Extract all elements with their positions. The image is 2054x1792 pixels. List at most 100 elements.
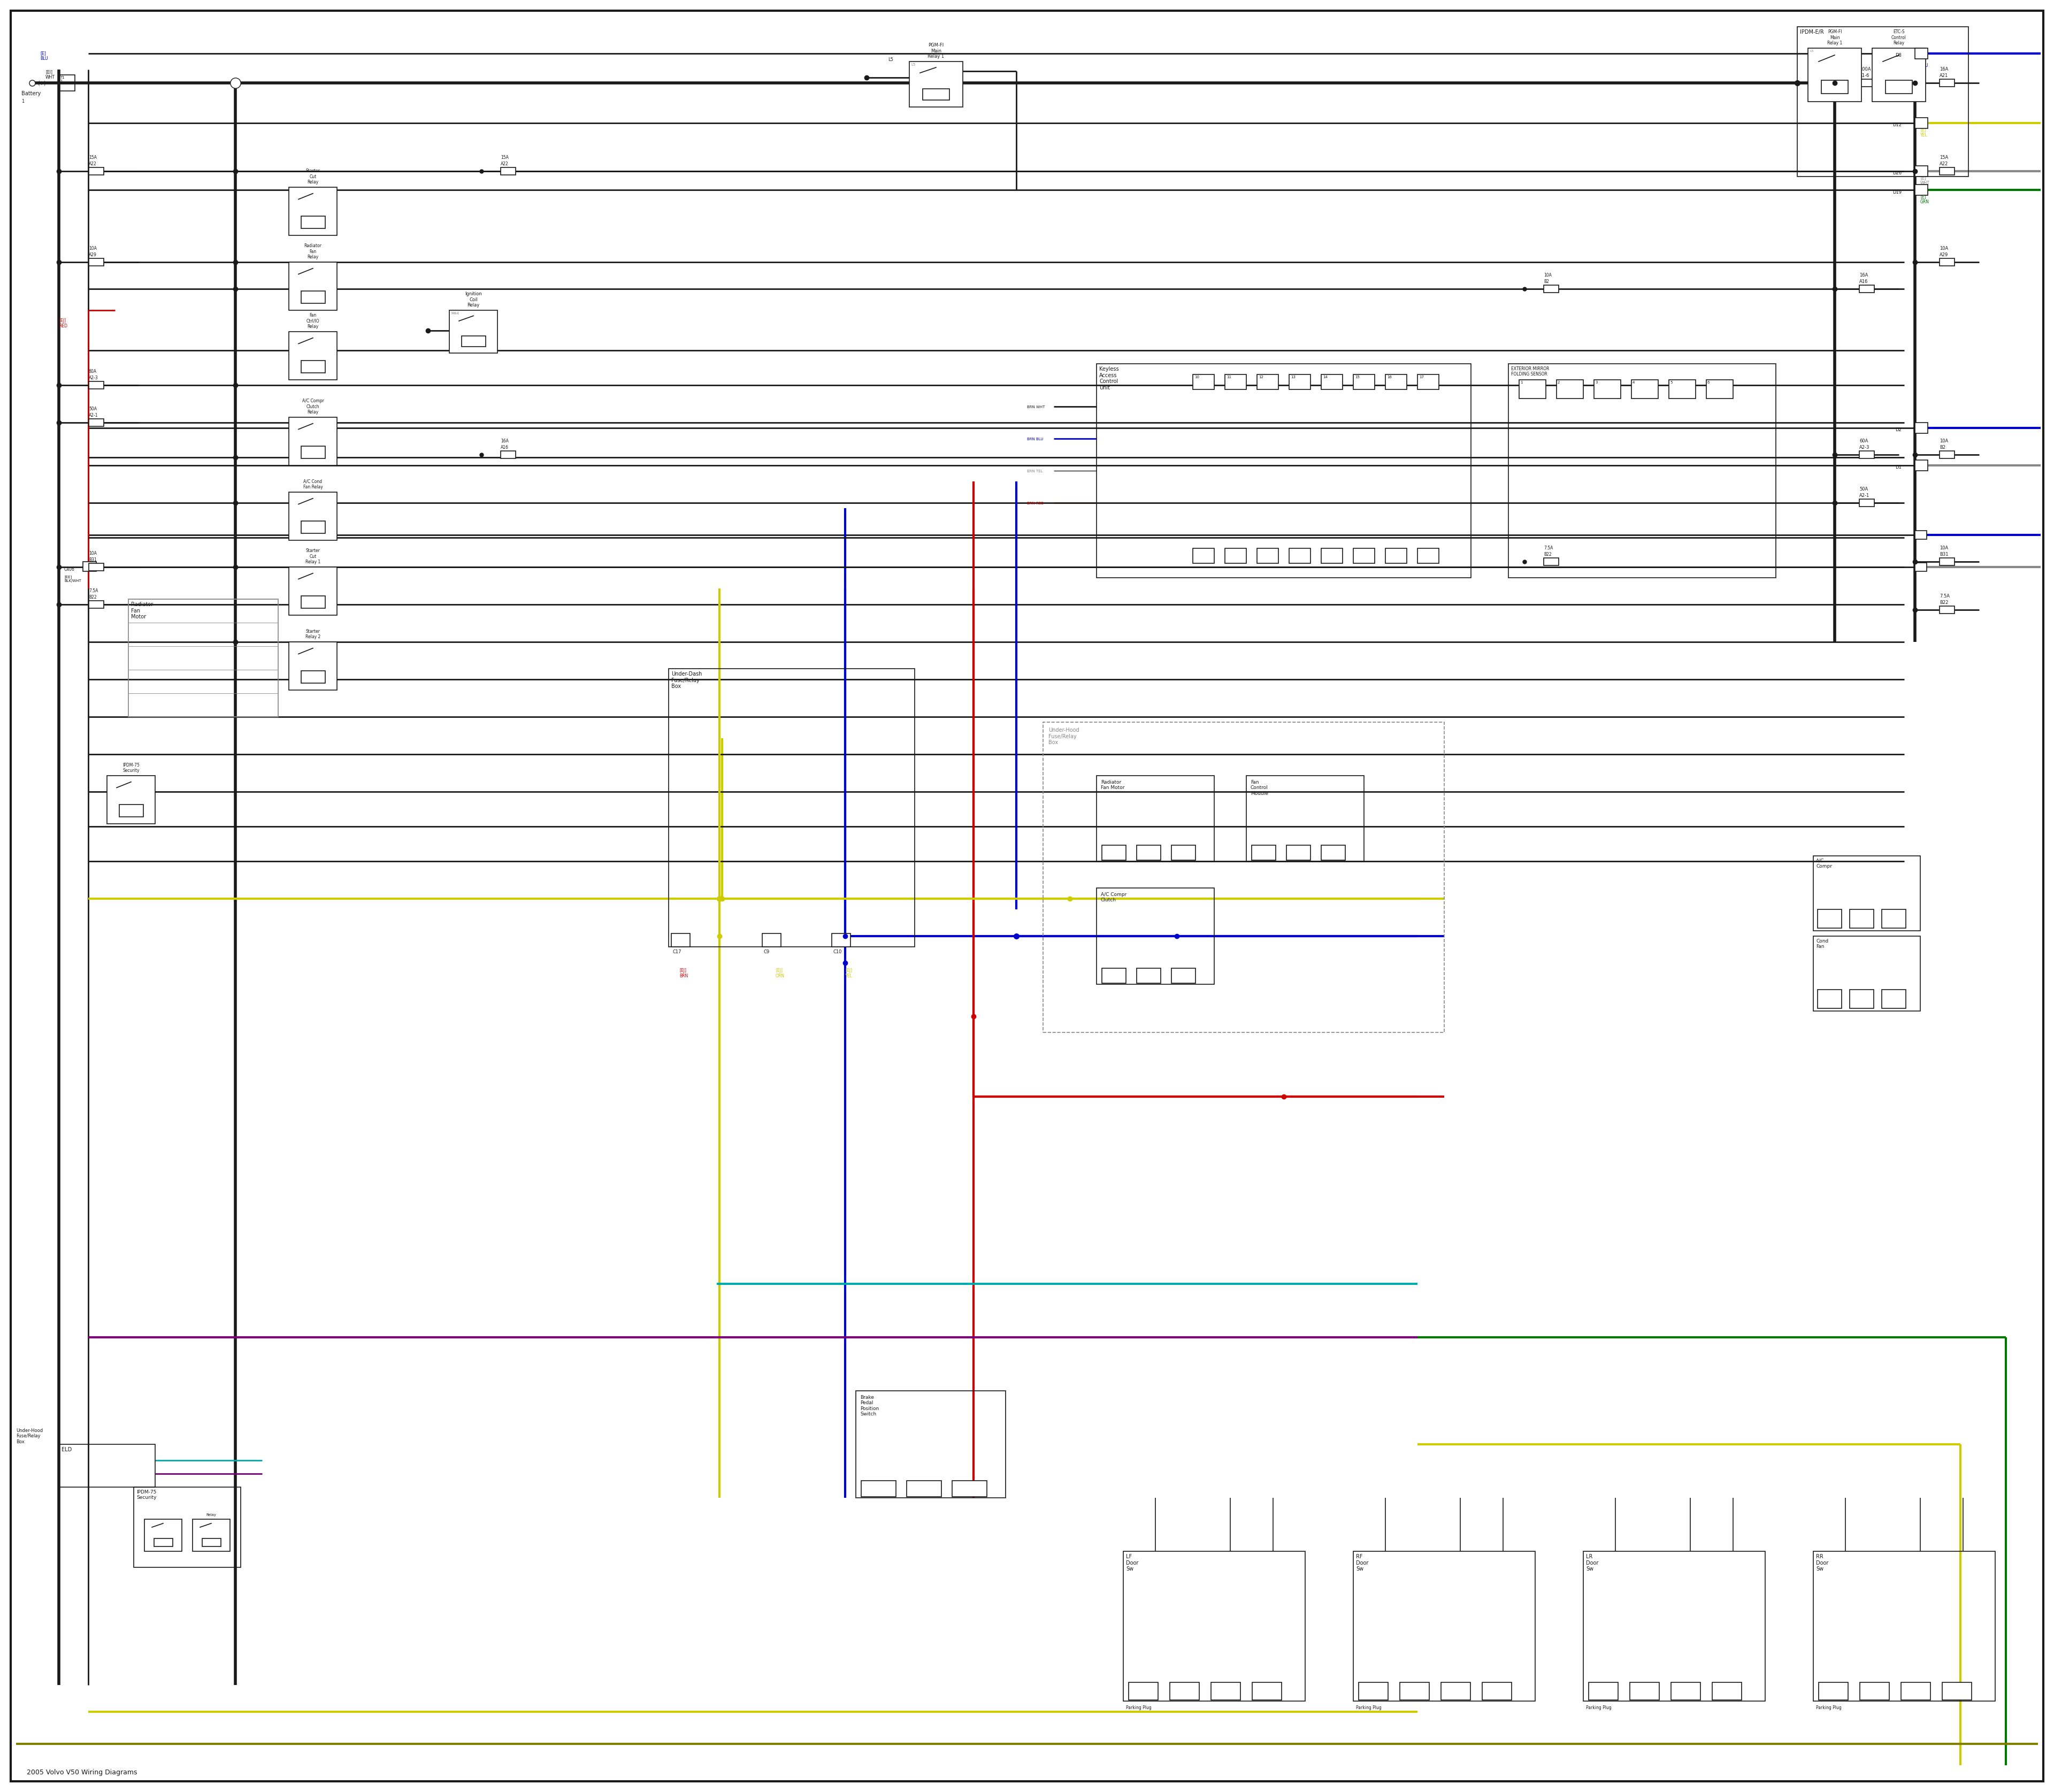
Bar (1914, 186, 1927, 194)
Bar (1193, 375, 1214, 389)
Text: C17: C17 (672, 950, 682, 955)
Text: 2: 2 (1557, 382, 1559, 383)
Text: A22: A22 (501, 161, 509, 167)
Bar (501, 167, 516, 176)
Text: 15A: 15A (1939, 156, 1949, 159)
Bar (1914, 461, 1929, 471)
Bar (1914, 530, 1927, 539)
Text: Starter
Cut
Relay 1: Starter Cut Relay 1 (306, 548, 320, 564)
Bar (144, 1520, 183, 1552)
Bar (1257, 548, 1278, 563)
Text: 10A: 10A (88, 550, 97, 556)
Bar (910, 61, 963, 108)
Bar (1914, 185, 1929, 195)
Bar (1914, 48, 1929, 59)
Bar (922, 90, 949, 100)
Text: B31: B31 (88, 557, 97, 563)
Bar (1354, 1552, 1534, 1701)
Bar (1545, 285, 1559, 292)
Bar (1914, 461, 1927, 470)
Bar (462, 335, 485, 346)
Text: D19: D19 (1892, 190, 1902, 195)
Text: 10A: 10A (1939, 439, 1949, 443)
Bar (1881, 989, 1906, 1009)
Bar (127, 599, 277, 717)
Bar (1939, 557, 1955, 566)
Bar (290, 566, 337, 615)
Bar (1354, 375, 1374, 389)
Bar (88, 600, 105, 607)
Text: BRN BLU: BRN BLU (1027, 437, 1043, 441)
Text: A/C Compr
Clutch: A/C Compr Clutch (1101, 892, 1128, 903)
Text: A2-1: A2-1 (1859, 493, 1869, 498)
Text: D1: D1 (1896, 466, 1902, 470)
Bar (1814, 935, 1920, 1011)
Bar (1859, 285, 1873, 292)
Bar (134, 1487, 240, 1568)
Text: 12: 12 (1259, 376, 1263, 378)
Text: Battery: Battery (21, 91, 41, 97)
Text: 15A: 15A (88, 156, 97, 159)
Bar (1321, 846, 1345, 860)
Text: 1: 1 (1520, 382, 1522, 383)
Bar (501, 452, 516, 459)
Text: [E]
GRN: [E] GRN (1920, 194, 1929, 204)
Bar (1939, 167, 1955, 176)
Bar (1417, 548, 1440, 563)
Text: L5: L5 (910, 63, 916, 66)
Bar (300, 446, 325, 459)
Text: [EJ]
YEL: [EJ] YEL (844, 968, 852, 978)
Text: Keyless
Access
Control
Unit: Keyless Access Control Unit (1099, 366, 1119, 391)
Text: C10: C10 (832, 950, 842, 955)
Text: 50A: 50A (88, 407, 97, 412)
Bar (1672, 1683, 1701, 1701)
Text: 60A: 60A (1859, 439, 1867, 443)
Text: A2-1: A2-1 (88, 412, 99, 418)
Text: [E]
WHT: [E] WHT (1920, 176, 1931, 186)
Text: PGM-FI
Main
Relay 1: PGM-FI Main Relay 1 (1828, 29, 1842, 45)
Text: Parking Plug: Parking Plug (1356, 1706, 1382, 1710)
Text: 50A: 50A (1859, 487, 1867, 491)
Text: [EJ]
BRN: [EJ] BRN (680, 968, 688, 978)
Bar (1520, 380, 1547, 398)
Text: IPDM-E/R: IPDM-E/R (1799, 29, 1824, 34)
Text: 1: 1 (21, 99, 25, 104)
Text: D2: D2 (1896, 428, 1902, 432)
Text: 60A: 60A (88, 369, 97, 375)
Text: ELD: ELD (62, 1446, 72, 1452)
Bar (953, 1480, 986, 1496)
Text: [EJ]
RED: [EJ] RED (60, 319, 68, 328)
Text: ETC-S
Control
Relay: ETC-S Control Relay (1892, 29, 1906, 45)
Text: Under-Hood
Fuse/Relay
Box: Under-Hood Fuse/Relay Box (16, 1428, 43, 1444)
Bar (1257, 375, 1278, 389)
Bar (1417, 375, 1440, 389)
Bar (1212, 1683, 1241, 1701)
Text: Under-Dash
Fuse/Relay
Box: Under-Dash Fuse/Relay Box (672, 672, 702, 690)
Text: B22: B22 (1545, 552, 1551, 557)
Bar (1939, 452, 1955, 459)
Bar (1128, 1683, 1158, 1701)
Text: 11: 11 (1226, 376, 1230, 378)
Text: 15A: 15A (501, 156, 509, 159)
Bar (1939, 606, 1955, 613)
Bar (1588, 1683, 1619, 1701)
Bar (300, 290, 325, 303)
Text: LR
Door
Sw: LR Door Sw (1586, 1554, 1598, 1572)
Text: [EJ]
ORN: [EJ] ORN (776, 968, 785, 978)
Text: 7.5A: 7.5A (1545, 545, 1553, 550)
Text: B22: B22 (88, 595, 97, 600)
Bar (1483, 1683, 1512, 1701)
Text: 100A: 100A (1859, 66, 1871, 72)
Bar (1668, 380, 1697, 398)
Bar (1224, 375, 1247, 389)
Text: Fan
Control
Module: Fan Control Module (1251, 780, 1267, 796)
Bar (1584, 1552, 1764, 1701)
Text: A/C
Compr: A/C Compr (1816, 858, 1832, 869)
Bar (1101, 846, 1126, 860)
Bar (1321, 375, 1343, 389)
Bar (1902, 1683, 1931, 1701)
Text: Ignition
Coil
Relay: Ignition Coil Relay (464, 292, 483, 308)
Bar (1851, 989, 1873, 1009)
Text: Parking Plug: Parking Plug (1586, 1706, 1612, 1710)
Bar (1914, 563, 1927, 572)
